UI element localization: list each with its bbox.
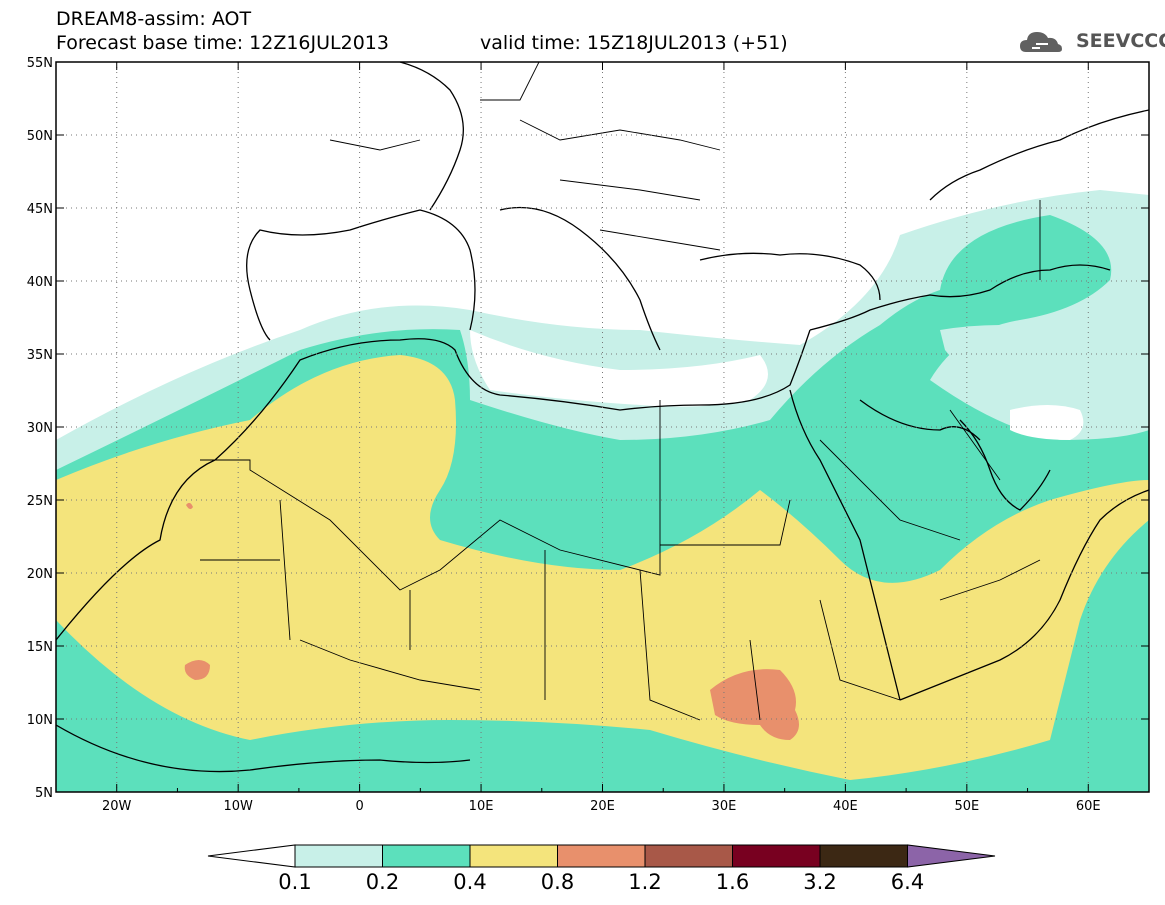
colorbar-label: 1.6: [715, 870, 750, 894]
lat-label: 25N: [27, 494, 53, 509]
lon-label: 0: [355, 799, 363, 814]
lat-label: 55N: [27, 56, 53, 71]
colorbar-label: 0.2: [365, 870, 400, 894]
cloud-logo-icon: [1020, 32, 1062, 52]
colorbar-segment: [557, 844, 646, 868]
colorbar-segment: [382, 844, 471, 868]
lon-label: 10E: [469, 799, 494, 814]
colorbar-segment: [469, 844, 558, 868]
lat-label: 50N: [27, 129, 53, 144]
lat-label: 15N: [27, 640, 53, 655]
political-borders: [200, 62, 1041, 721]
colorbar-segment: [294, 844, 383, 868]
lon-label: 20E: [590, 799, 615, 814]
lon-label: 40E: [833, 799, 858, 814]
colorbar-label: 0.8: [540, 870, 575, 894]
aot-band-0.8-1.2: [710, 669, 799, 740]
colorbar-segment: [644, 844, 733, 868]
colorbar-label: 1.2: [628, 870, 662, 894]
colorbar-low-arrow: [207, 844, 296, 868]
lat-label: 40N: [27, 275, 53, 290]
latitude-labels: 55N 50N 45N 40N 35N 30N 25N 20N 15N 10N 5N: [27, 56, 53, 801]
logo-text: SEEVCCC: [1076, 30, 1165, 52]
colorbar-label: 0.4: [453, 870, 487, 894]
lat-label: 35N: [27, 348, 53, 363]
map-title: DREAM8-assim: AOT: [56, 8, 252, 30]
colorbar-label: 6.4: [890, 870, 925, 894]
lon-label: 10W: [223, 799, 253, 814]
colorbar-label: 0.1: [278, 870, 312, 894]
lat-label: 5N: [35, 786, 53, 801]
forecast-base-time: Forecast base time: 12Z16JUL2013: [56, 32, 389, 54]
colorbar-high-arrow: [907, 844, 996, 868]
longitude-labels: 20W 10W 0 10E 20E 30E 40E 50E 60E: [102, 799, 1101, 814]
lat-label: 30N: [27, 421, 53, 436]
aot-band-0.4-0.8: [56, 355, 1149, 780]
colorbar-segment: [819, 844, 908, 868]
lon-label: 60E: [1076, 799, 1101, 814]
colorbar-segment: [732, 844, 821, 868]
lat-label: 20N: [27, 567, 53, 582]
valid-time: valid time: 15Z18JUL2013 (+51): [480, 32, 788, 54]
lon-label: 50E: [954, 799, 979, 814]
lat-lon-grid: [56, 62, 1149, 792]
coastlines: [56, 62, 1149, 773]
lat-label: 10N: [27, 713, 53, 728]
colorbar-label: 3.2: [803, 870, 837, 894]
aot-colorbar: [207, 844, 996, 868]
lat-label: 45N: [27, 202, 53, 217]
lon-label: 20W: [102, 799, 132, 814]
lon-label: 30E: [712, 799, 737, 814]
axis-ticks: [55, 61, 1150, 793]
